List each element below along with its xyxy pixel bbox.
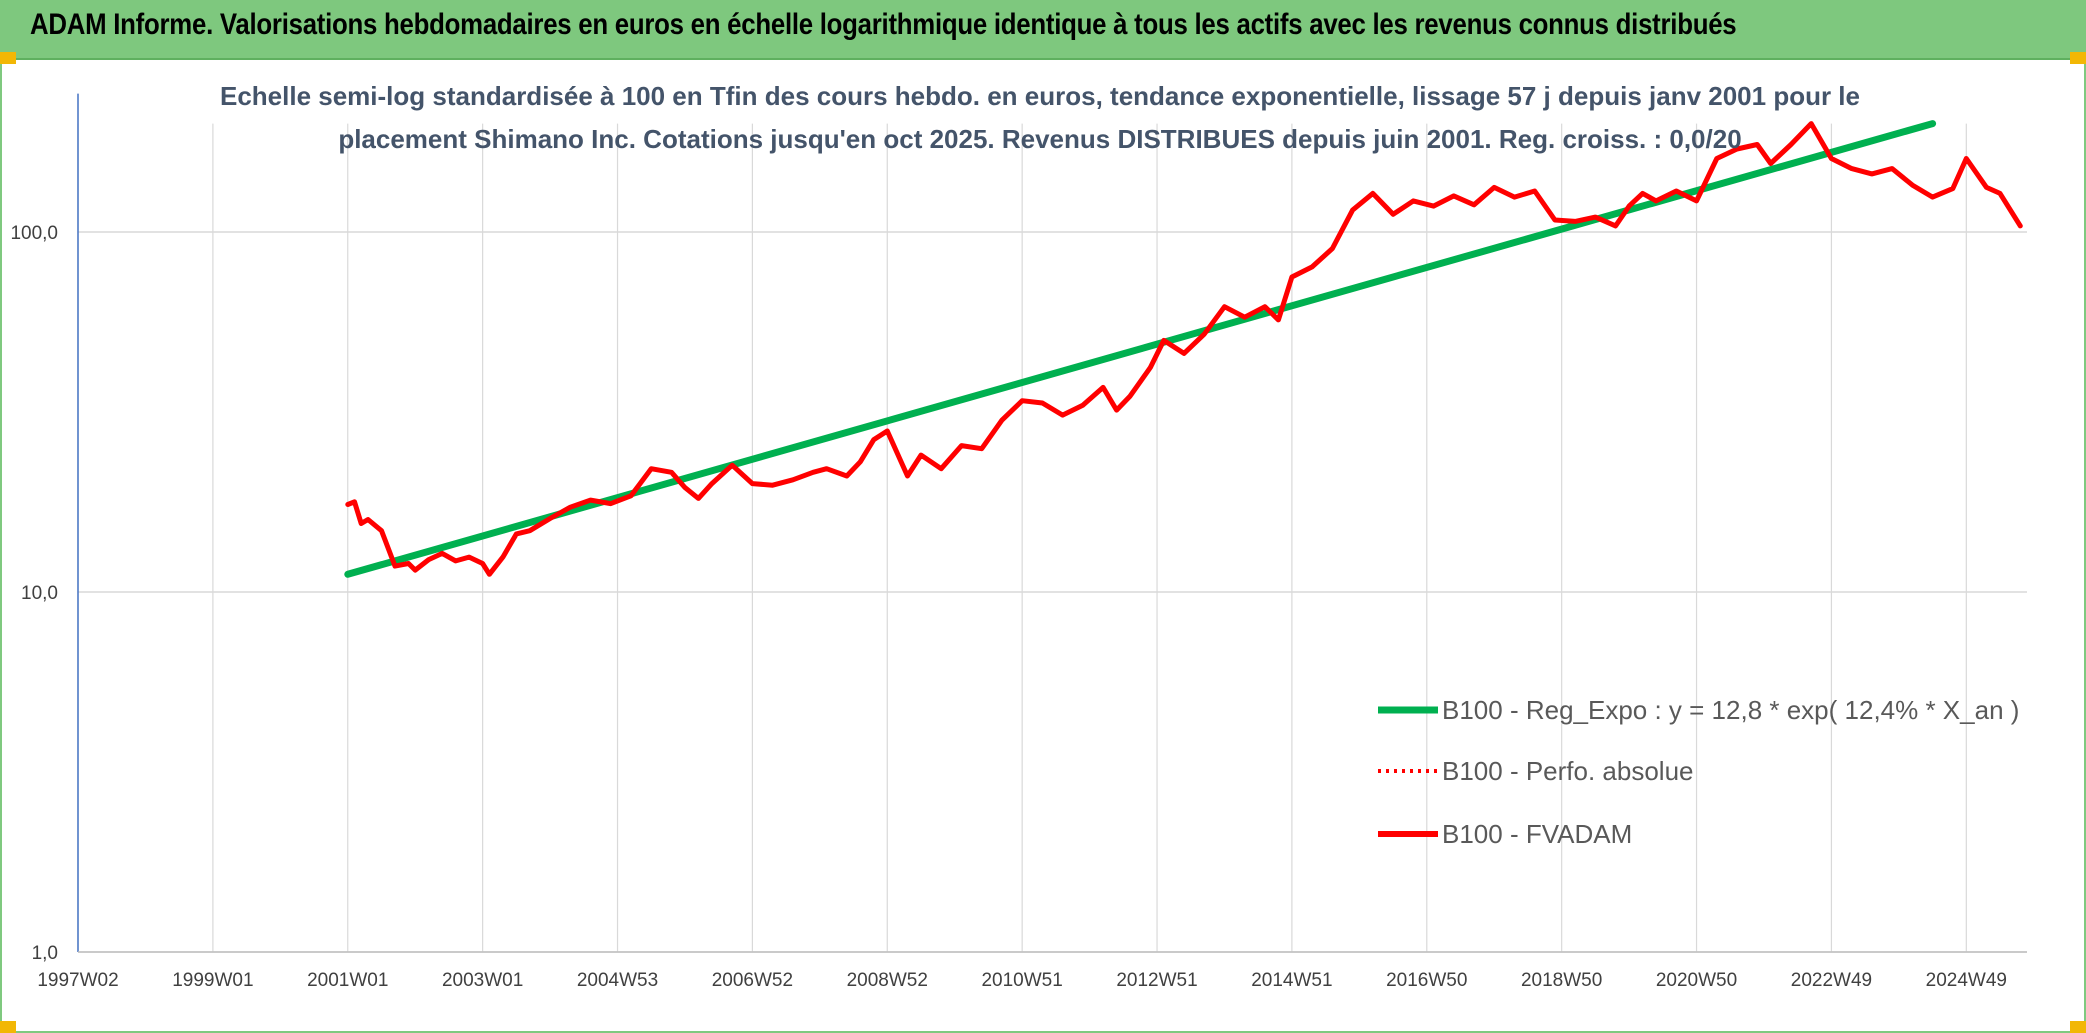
legend-label-perfo: B100 - Perfo. absolue [1442, 756, 1694, 786]
chart-subtitle: Echelle semi-log standardisée à 100 en T… [220, 81, 1860, 154]
trend-line [344, 120, 1937, 578]
corner-marker-bottom-left [0, 1021, 16, 1033]
y-tick-label: 1,0 [32, 943, 58, 964]
y-tick-label: 100,0 [10, 223, 58, 244]
axes [77, 93, 2027, 953]
x-tick-label: 2010W51 [981, 970, 1062, 991]
report-banner: ADAM Informe. Valorisations hebdomadaire… [0, 0, 2086, 60]
fvadam-line [345, 121, 2023, 577]
chart-area: 1,0 10,0 100,0 1997W02 1999W01 2001W01 2003W01… [10, 81, 2027, 991]
x-tick-label: 2014W51 [1251, 970, 1332, 991]
corner-marker-top-left [0, 52, 16, 64]
x-tick-label: 1997W02 [37, 970, 118, 991]
x-tick-label: 2016W50 [1386, 970, 1467, 991]
gridlines [77, 123, 2027, 953]
price-series [345, 121, 2023, 577]
report-title: ADAM Informe. Valorisations hebdomadaire… [30, 8, 1737, 41]
corner-marker-top-right [2070, 52, 2086, 64]
x-tick-label: 2003W01 [442, 970, 523, 991]
x-tick-label: 1999W01 [172, 970, 253, 991]
x-tick-label: 2020W50 [1656, 970, 1737, 991]
x-tick-label: 2018W50 [1521, 970, 1602, 991]
corner-marker-bottom-right [2070, 1021, 2086, 1033]
subtitle-line-2: placement Shimano Inc. Cotations jusqu'e… [338, 124, 1741, 154]
x-tick-label: 2001W01 [307, 970, 388, 991]
subtitle-line-1: Echelle semi-log standardisée à 100 en T… [220, 81, 1860, 111]
y-tick-label: 10,0 [21, 583, 58, 604]
x-tick-label: 2012W51 [1116, 970, 1197, 991]
legend-label-trend: B100 - Reg_Expo : y = 12,8 * exp( 12,4% … [1442, 695, 2019, 725]
x-tick-label: 2024W49 [1926, 970, 2007, 991]
x-tick-label: 2008W52 [847, 970, 928, 991]
legend: B100 - Reg_Expo : y = 12,8 * exp( 12,4% … [1378, 695, 2019, 849]
x-tick-label: 2004W53 [577, 970, 658, 991]
x-tick-label: 2006W52 [712, 970, 793, 991]
trend-series [344, 120, 1937, 578]
x-tick-label: 2022W49 [1791, 970, 1872, 991]
legend-label-fvadam: B100 - FVADAM [1442, 819, 1632, 849]
tick-labels: 1,0 10,0 100,0 1997W02 1999W01 2001W01 2003W01… [10, 223, 2007, 991]
